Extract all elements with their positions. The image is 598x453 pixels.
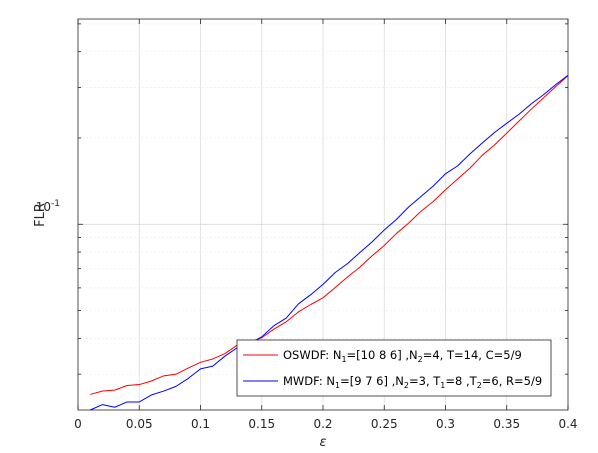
x-tick-label: 0.3 [436, 417, 455, 431]
series-line-mwdf [90, 74, 569, 411]
x-tick-label: 0.25 [371, 417, 398, 431]
legend: OSWDF: N1=[10 8 6] ,N2=4, T=14, C=5/9 MW… [236, 339, 552, 397]
y-tick-base: 10 [36, 200, 51, 214]
series-lines [90, 74, 569, 411]
x-tick-label: 0.2 [313, 417, 332, 431]
y-tick-exponent: -1 [51, 199, 60, 209]
x-axis-label: ε [319, 435, 326, 450]
x-tick-label: 0.1 [191, 417, 210, 431]
x-tick-label: 0.15 [248, 417, 275, 431]
legend-box [236, 339, 552, 397]
y-tick-label-0.1: 10-1 [36, 199, 60, 214]
x-tick-label: 0 [74, 417, 82, 431]
x-tick-label: 0.05 [126, 417, 153, 431]
series-line-oswdf [90, 75, 569, 395]
legend-label-mwdf: MWDF: N1=[9 7 6] ,N2=3, T1=8 ,T2=6, R=5/… [283, 374, 542, 390]
legend-label-oswdf: OSWDF: N1=[10 8 6] ,N2=4, T=14, C=5/9 [283, 348, 522, 364]
y-axis-label: FLR [33, 203, 48, 227]
axis-ticks: 0 0.05 0.1 0.15 0.2 0.25 0.3 0.35 0.4 [74, 19, 578, 431]
x-tick-label: 0.4 [558, 417, 577, 431]
x-tick-label: 0.35 [493, 417, 520, 431]
